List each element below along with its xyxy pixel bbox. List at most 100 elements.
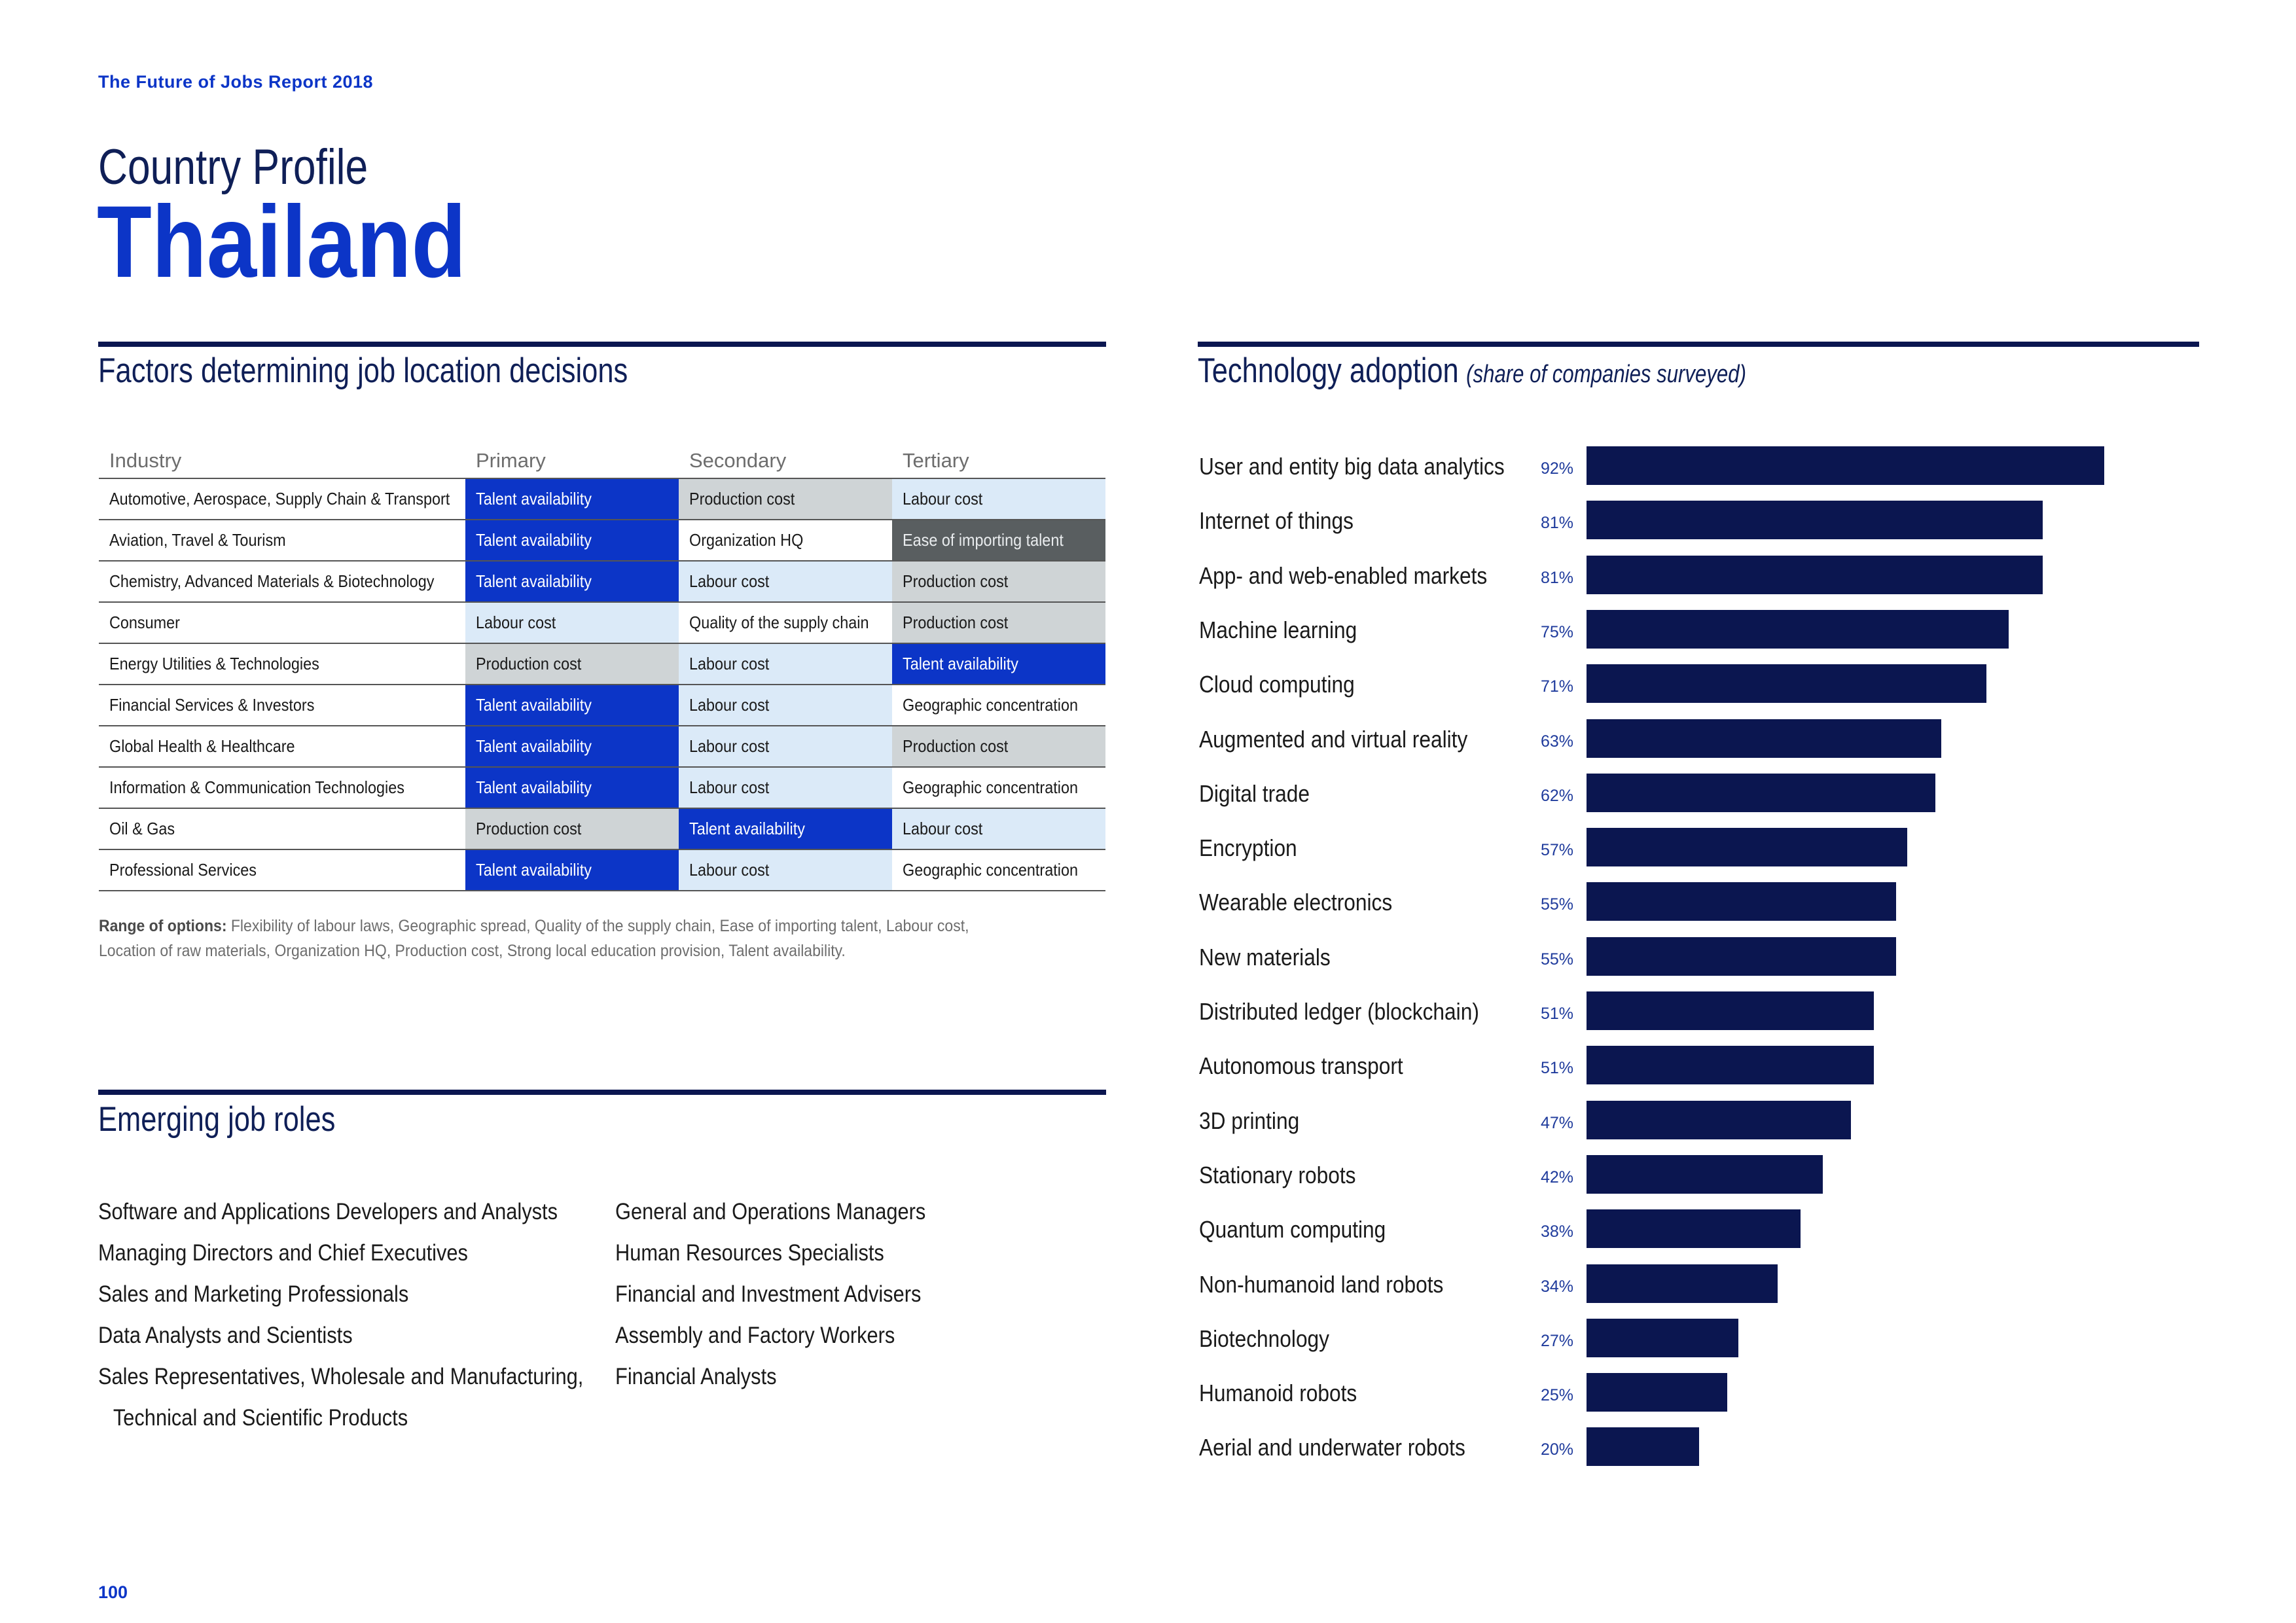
chart-category-label: Augmented and virtual reality (1199, 725, 1468, 753)
tech-title: Technology adoption (1198, 351, 1459, 390)
role-item: Human Resources Specialists (615, 1240, 884, 1266)
column-header-tertiary: Tertiary (903, 449, 969, 472)
tertiary-factor-cell: Geographic concentration (892, 768, 1105, 808)
secondary-factor-cell: Organization HQ (679, 520, 892, 560)
chart-category-label: New materials (1199, 943, 1331, 971)
chart-row: User and entity big data analytics 92% (1199, 446, 2214, 487)
tech-rule (1198, 342, 2199, 347)
chart-category-label: Stationary robots (1199, 1161, 1356, 1188)
factors-table: Industry Primary Secondary Tertiary Auto… (99, 440, 1105, 891)
tertiary-factor-cell-text: Production cost (903, 736, 1009, 756)
chart-row: Internet of things 81% (1199, 501, 2214, 541)
industry-cell: Financial Services & Investors (99, 685, 465, 725)
primary-factor-cell: Talent availability (465, 479, 679, 519)
chart-bar (1587, 1209, 1801, 1249)
options-note: Range of options: Flexibility of labour … (99, 914, 1026, 963)
primary-factor-cell-text: Labour cost (476, 613, 556, 632)
role-item: Data Analysts and Scientists (98, 1323, 353, 1348)
table-row: Professional Services Talent availability… (99, 850, 1105, 891)
chart-row: Stationary robots 42% (1199, 1154, 2214, 1196)
chart-bar (1587, 773, 1935, 812)
chart-category-label: Autonomous transport (1199, 1052, 1403, 1080)
tertiary-factor-cell-text: Ease of importing talent (903, 530, 1064, 550)
secondary-factor-cell-text: Labour cost (689, 654, 770, 673)
chart-bar (1587, 1373, 1727, 1412)
role-item-continuation: Technical and Scientific Products (113, 1405, 408, 1431)
chart-value-label: 42% (1541, 1168, 1574, 1186)
chart-bar (1587, 936, 1896, 976)
chart-row: App- and web-enabled markets 81% (1199, 555, 2214, 596)
primary-factor-cell-text: Talent availability (476, 777, 592, 797)
industry-cell-text: Oil & Gas (109, 819, 175, 838)
industry-cell-text: Aviation, Travel & Tourism (109, 530, 286, 550)
chart-value-label: 71% (1541, 677, 1574, 696)
roles-rule (98, 1090, 1106, 1095)
industry-cell-text: Consumer (109, 613, 180, 632)
secondary-factor-cell: Labour cost (679, 726, 892, 766)
primary-factor-cell: Talent availability (465, 562, 679, 601)
role-item: Software and Applications Developers and… (98, 1199, 558, 1224)
page-number: 100 (98, 1582, 128, 1602)
primary-factor-cell-text: Production cost (476, 819, 582, 838)
chart-value-label: 63% (1541, 732, 1574, 751)
chart-bar (1587, 1046, 1874, 1085)
chart-value-label: 27% (1541, 1331, 1574, 1350)
chart-row: Autonomous transport 51% (1199, 1046, 2214, 1086)
secondary-factor-cell-text: Labour cost (689, 777, 770, 797)
industry-cell-text: Financial Services & Investors (109, 695, 315, 715)
industry-cell-text: Information & Communication Technologies (109, 777, 404, 797)
report-title: The Future of Jobs Report 2018 (98, 72, 374, 92)
role-item: General and Operations Managers (615, 1199, 926, 1224)
primary-factor-cell-text: Production cost (476, 654, 582, 673)
chart-category-label: User and entity big data analytics (1199, 453, 1505, 480)
secondary-factor-cell-text: Production cost (689, 489, 795, 508)
chart-value-label: 25% (1541, 1386, 1574, 1405)
table-row: Chemistry, Advanced Materials & Biotechn… (99, 562, 1105, 603)
chart-category-label: App- and web-enabled markets (1199, 562, 1488, 589)
chart-category-label: Non-humanoid land robots (1199, 1270, 1444, 1298)
table-row: Global Health & Healthcare Talent availab… (99, 726, 1105, 768)
secondary-factor-cell-text: Labour cost (689, 736, 770, 756)
roles-column-2: General and Operations Managers Human Re… (615, 1191, 968, 1397)
chart-category-label: Machine learning (1199, 616, 1357, 643)
tertiary-factor-cell-text: Geographic concentration (903, 860, 1078, 880)
primary-factor-cell: Production cost (465, 809, 679, 849)
chart-row: Encryption 57% (1199, 828, 2214, 868)
chart-value-label: 62% (1541, 786, 1574, 805)
tertiary-factor-cell-text: Labour cost (903, 819, 983, 838)
role-item: Sales Representatives, Wholesale and Man… (98, 1364, 584, 1389)
tertiary-factor-cell: Production cost (892, 726, 1105, 766)
chart-row: Aerial and underwater robots 20% (1199, 1427, 2214, 1468)
primary-factor-cell-text: Talent availability (476, 695, 592, 715)
tertiary-factor-cell-text: Geographic concentration (903, 777, 1078, 797)
column-header-industry: Industry (109, 449, 182, 472)
roles-column-1: Software and Applications Developers and… (98, 1191, 649, 1438)
industry-cell: Global Health & Healthcare (99, 726, 465, 766)
column-header-primary: Primary (476, 449, 546, 472)
chart-row: Non-humanoid land robots 34% (1199, 1264, 2214, 1305)
chart-value-label: 81% (1541, 514, 1574, 533)
chart-category-label: Encryption (1199, 834, 1297, 862)
roles-title: Emerging job roles (98, 1100, 336, 1139)
options-text: Flexibility of labour laws, Geographic s… (99, 917, 969, 960)
chart-category-label: 3D printing (1199, 1107, 1300, 1134)
chart-bar (1587, 1154, 1823, 1194)
tertiary-factor-cell: Labour cost (892, 479, 1105, 519)
industry-cell: Chemistry, Advanced Materials & Biotechn… (99, 562, 465, 601)
chart-category-label: Quantum computing (1199, 1216, 1386, 1243)
chart-value-label: 75% (1541, 622, 1574, 641)
chart-value-label: 55% (1541, 895, 1574, 914)
chart-bar (1587, 1264, 1778, 1303)
chart-value-label: 38% (1541, 1222, 1574, 1241)
chart-value-label: 81% (1541, 568, 1574, 587)
table-row: Automotive, Aerospace, Supply Chain & Tr… (99, 479, 1105, 520)
secondary-factor-cell: Labour cost (679, 768, 892, 808)
factors-title: Factors determining job location decisio… (98, 351, 628, 390)
tertiary-factor-cell-text: Talent availability (903, 654, 1018, 673)
chart-value-label: 57% (1541, 841, 1574, 860)
chart-bar (1587, 1427, 1699, 1467)
chart-row: Biotechnology 27% (1199, 1318, 2214, 1359)
chart-row: Cloud computing 71% (1199, 664, 2214, 705)
tertiary-factor-cell: Ease of importing talent (892, 520, 1105, 560)
factors-rule (98, 342, 1106, 347)
